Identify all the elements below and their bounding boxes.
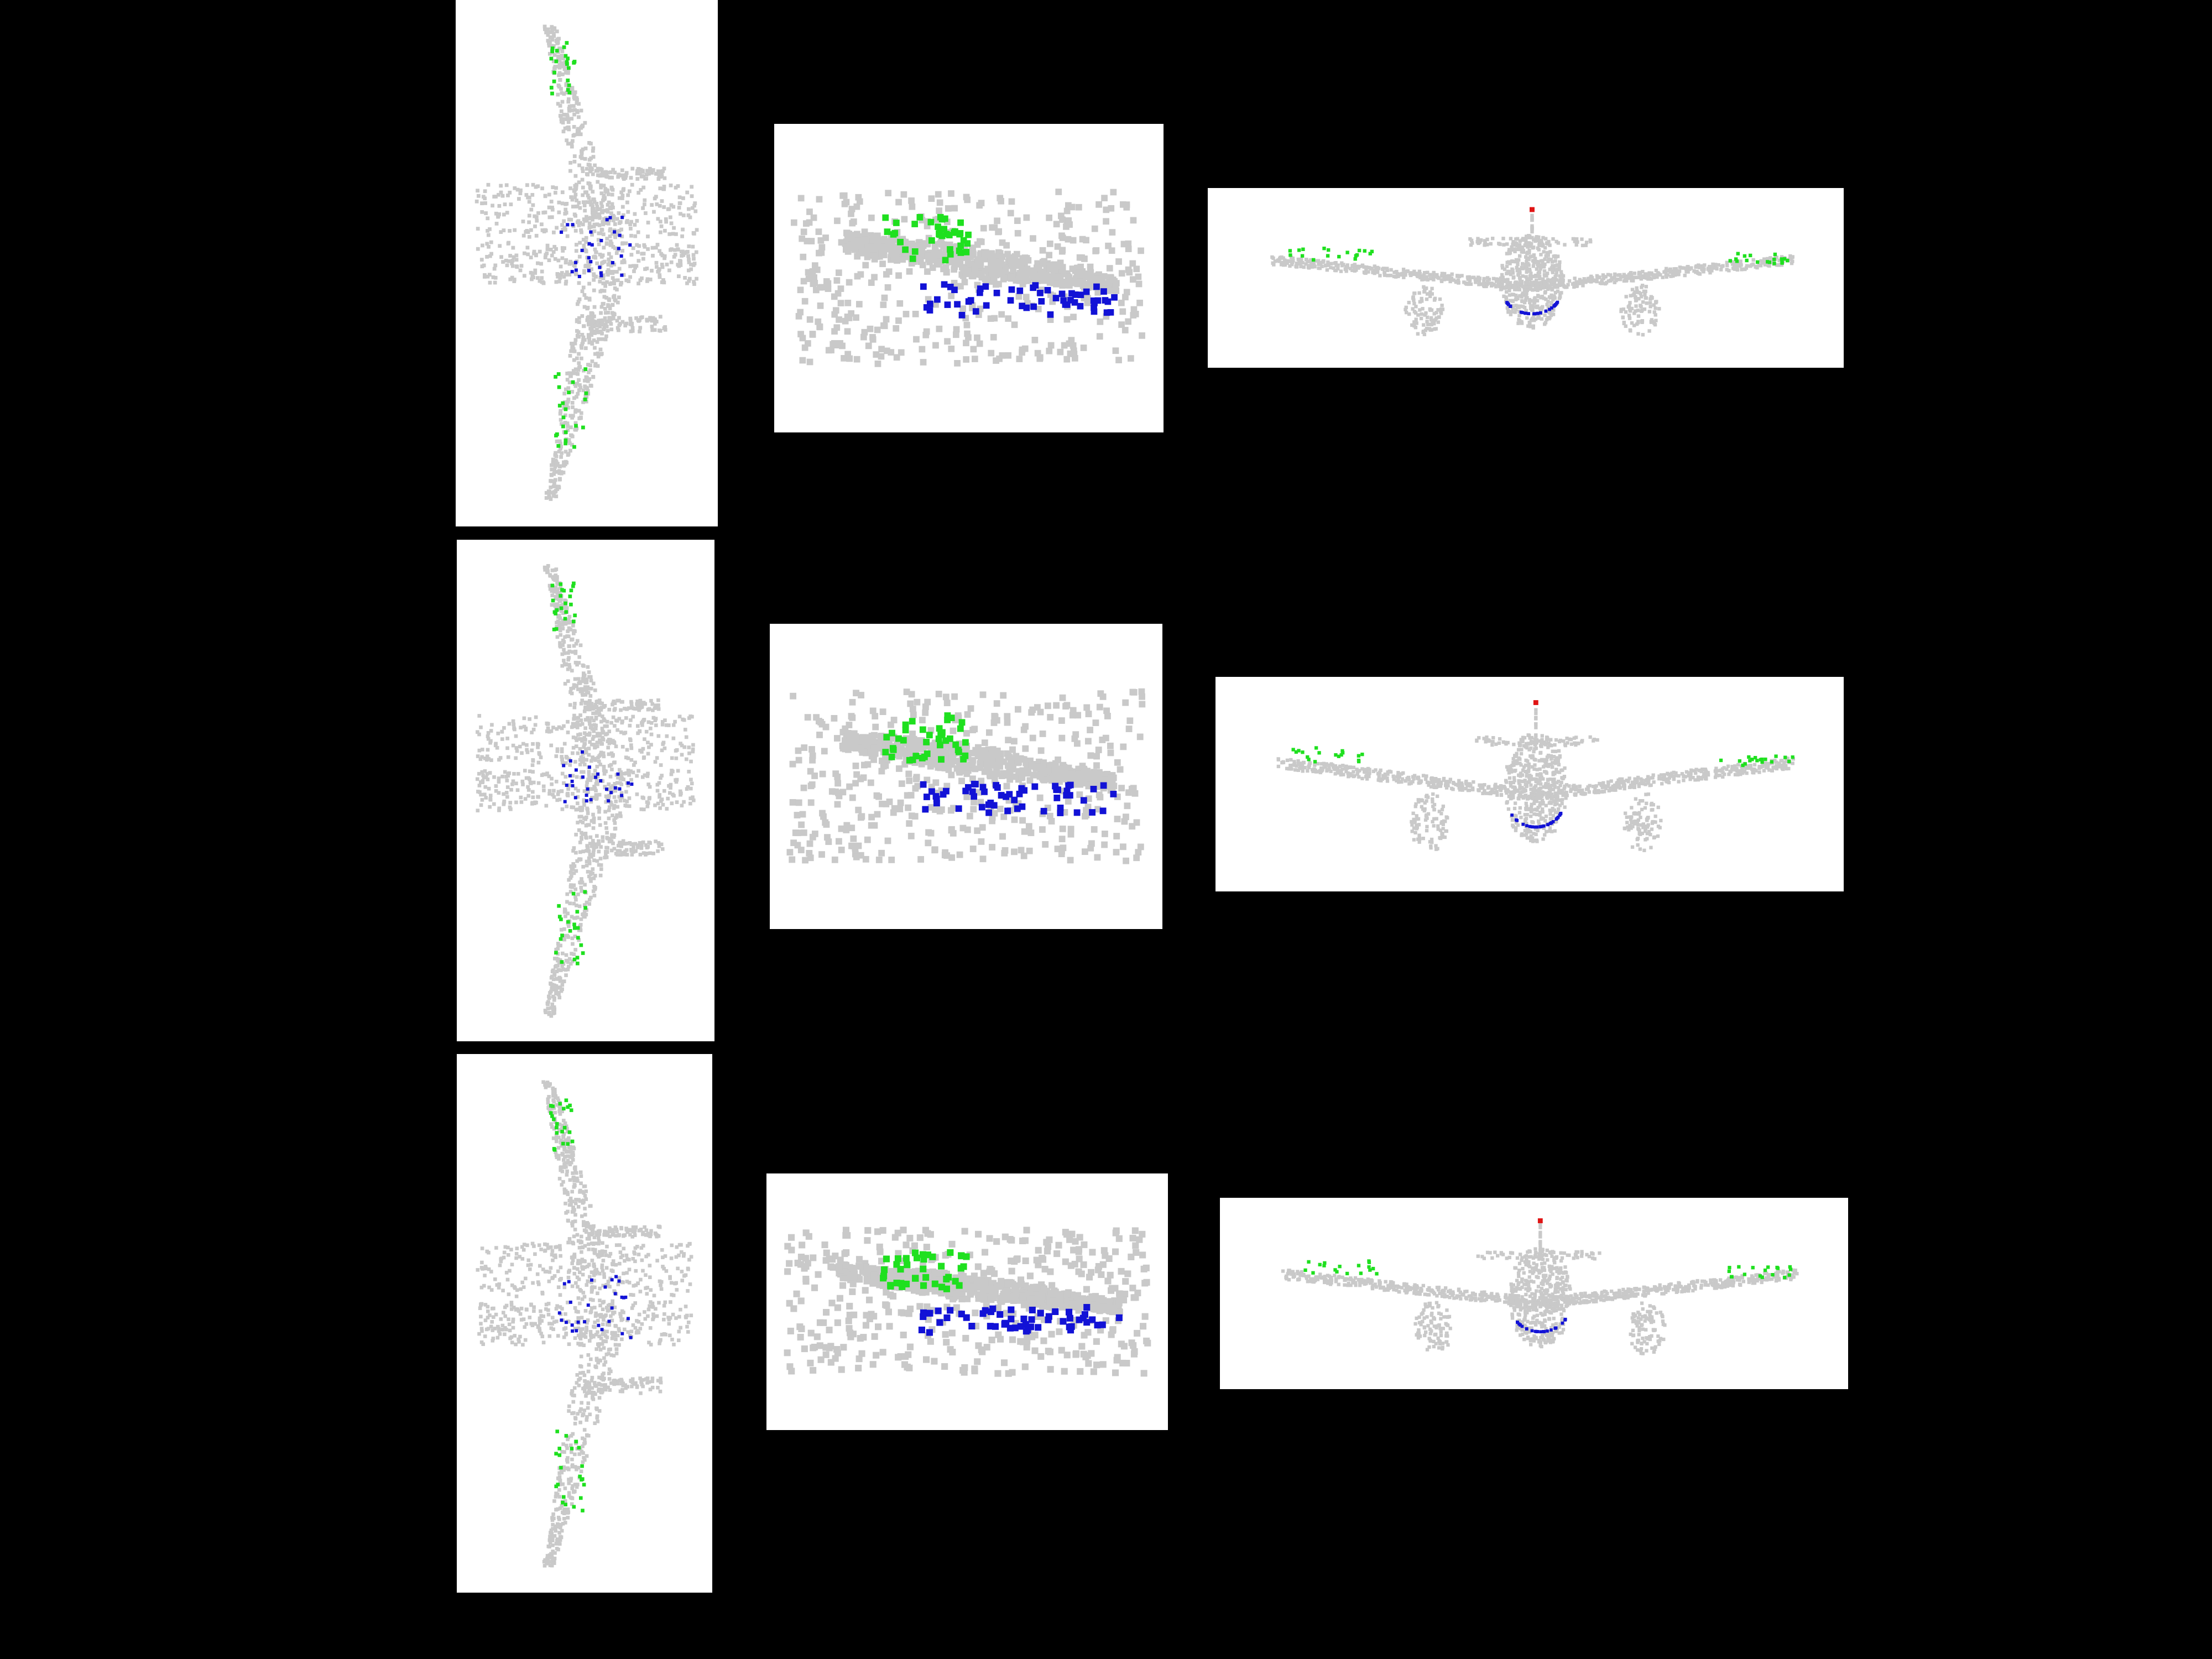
row-3-side-view-pointcloud	[784, 1227, 1151, 1377]
row-1-front-view-panel	[1208, 188, 1844, 368]
row-2-top-view-pointcloud	[476, 564, 696, 1018]
row-1-front-view-pointcloud	[1270, 207, 1794, 337]
row-3-top-view-panel	[457, 1054, 712, 1593]
row-1-side-view-panel	[774, 124, 1164, 432]
row-2-side-view-panel	[770, 624, 1162, 929]
row-3-top-view-pointcloud	[476, 1080, 693, 1568]
row-3-front-view-panel	[1220, 1198, 1848, 1389]
row-2-front-view-pointcloud	[1276, 700, 1796, 852]
row-3-front-view-pointcloud	[1281, 1218, 1799, 1355]
row-1-top-view-pointcloud	[474, 24, 699, 501]
row-2-side-view-pointcloud	[786, 688, 1146, 864]
row-1-side-view-pointcloud	[791, 189, 1145, 367]
row-2-top-view-panel	[457, 540, 714, 1041]
row-3-side-view-panel	[766, 1173, 1168, 1430]
row-1-top-view-panel	[456, 0, 718, 526]
row-2-front-view-panel	[1215, 677, 1844, 891]
